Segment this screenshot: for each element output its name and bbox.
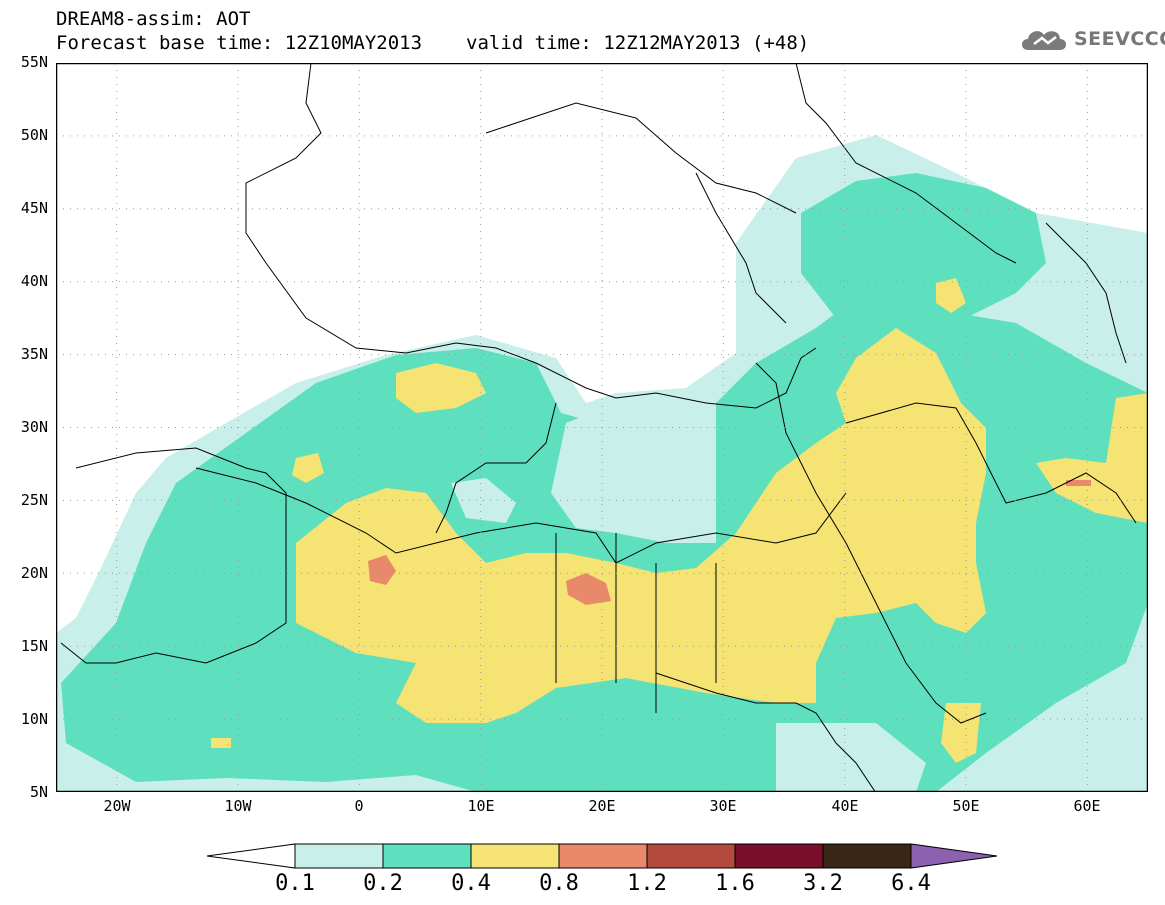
- colorbar-low-arrow: [206, 843, 296, 869]
- colorbar-segment: [382, 843, 472, 869]
- map-border: [55, 62, 1149, 793]
- colorbar-label: 3.2: [803, 871, 843, 896]
- colorbar-label: 0.1: [275, 871, 315, 896]
- lat-label: 45N: [20, 199, 48, 217]
- lat-lon-grid: [56, 63, 1148, 792]
- colorbar-high-arrow: [910, 843, 998, 869]
- lon-label: 10E: [467, 797, 495, 815]
- colorbar-label: 0.4: [451, 871, 491, 896]
- lat-label: 50N: [20, 126, 48, 144]
- colorbar: [206, 843, 998, 869]
- aot-map: [55, 62, 1149, 794]
- lon-label: 20W: [103, 797, 131, 815]
- forecast-times: Forecast base time: 12Z10MAY2013 valid ti…: [56, 32, 809, 54]
- lat-label: 55N: [20, 53, 48, 71]
- lat-label: 30N: [20, 418, 48, 436]
- colorbar-segment: [646, 843, 736, 869]
- colorbar-label: 0.8: [539, 871, 579, 896]
- colorbar-label: 1.2: [627, 871, 667, 896]
- colorbar-segment: [470, 843, 560, 869]
- lon-label: 10W: [224, 797, 252, 815]
- seevccc-logo: SEEVCCC: [1018, 24, 1165, 54]
- valid-time-label: valid time: 12Z12MAY2013 (+48): [466, 32, 810, 54]
- lat-label: 35N: [20, 345, 48, 363]
- cloud-icon: [1022, 31, 1066, 50]
- map-canvas: [55, 62, 1149, 794]
- base-time-label: Forecast base time: 12Z10MAY2013: [56, 32, 423, 54]
- lon-label: 40E: [831, 797, 859, 815]
- lat-label: 10N: [20, 710, 48, 728]
- lon-label: 20E: [588, 797, 616, 815]
- colorbar-segment: [734, 843, 824, 869]
- chart-title: DREAM8-assim: AOT: [56, 8, 251, 30]
- lon-label: 50E: [952, 797, 980, 815]
- colorbar-segment: [558, 843, 648, 869]
- lat-label: 5N: [29, 783, 48, 801]
- lat-label: 40N: [20, 272, 48, 290]
- colorbar-label: 0.2: [363, 871, 403, 896]
- lat-label: 25N: [20, 491, 48, 509]
- colorbar-label: 1.6: [715, 871, 755, 896]
- colorbar-label: 6.4: [891, 871, 931, 896]
- lat-label: 20N: [20, 564, 48, 582]
- lon-label: 30E: [709, 797, 737, 815]
- colorbar-segment: [822, 843, 912, 869]
- colorbar-segment: [294, 843, 384, 869]
- lon-label: 0: [354, 797, 364, 815]
- logo-text: SEEVCCC: [1074, 28, 1165, 50]
- coastlines-borders: [60, 62, 1137, 794]
- lat-label: 15N: [20, 637, 48, 655]
- lon-label: 60E: [1073, 797, 1101, 815]
